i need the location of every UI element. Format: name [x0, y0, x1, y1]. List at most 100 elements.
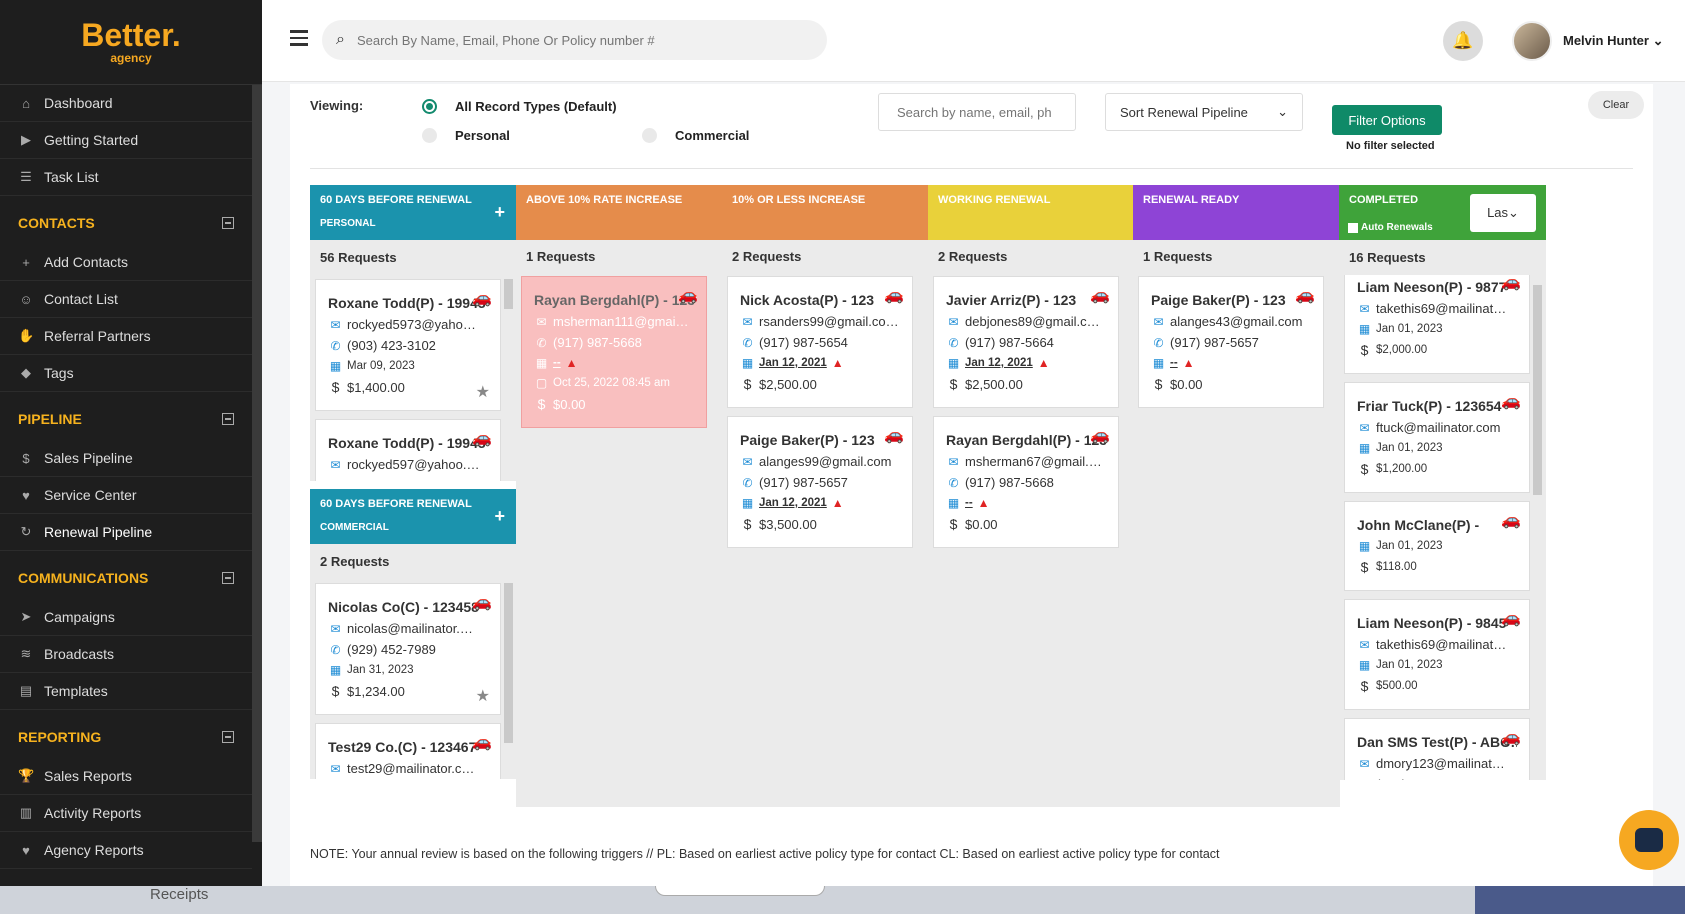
renewal-card[interactable]: 🚗 Friar Tuck(P) - 123654 ✉ ftuck@mailinator… — [1344, 382, 1530, 493]
card-contact-name[interactable]: Nick Acosta(P) - 123 — [740, 292, 875, 308]
notification-bell-icon[interactable]: 🔔 — [1443, 21, 1483, 61]
radio-commercial[interactable]: Commercial — [642, 120, 749, 150]
card-contact-name[interactable]: Paige Baker(P) - 123 — [740, 432, 875, 448]
vehicle-icon: 🚗 — [1090, 427, 1110, 444]
sidebar-item-activity-reports[interactable]: ▥ Activity Reports — [0, 795, 252, 832]
sidebar-item-contact-list[interactable]: ☺ Contact List — [0, 281, 252, 318]
collapse-icon[interactable] — [222, 413, 234, 425]
card-contact-name[interactable]: Dan SMS Test(P) - ABC… — [1357, 734, 1517, 750]
renewal-card[interactable]: 🚗 Dan SMS Test(P) - ABC… ✉ dmory123@mailina… — [1344, 718, 1530, 780]
clear-button[interactable]: Clear — [1588, 91, 1644, 119]
user-avatar[interactable] — [1512, 21, 1552, 61]
hamburger-menu-icon[interactable] — [290, 30, 308, 46]
card-contact-name[interactable]: Roxane Todd(P) - 19945 — [328, 295, 486, 311]
search-icon: ⌕ — [336, 31, 345, 48]
sidebar-item-getting-started[interactable]: ▶ Getting Started — [0, 122, 252, 159]
sidebar-scrollbar[interactable] — [252, 85, 262, 842]
add-request-icon[interactable]: + — [494, 202, 505, 222]
brand-logo[interactable]: Better. agency — [0, 0, 262, 85]
column-scrollbar[interactable] — [1533, 285, 1542, 495]
column-scrollbar[interactable] — [504, 583, 513, 743]
renewal-card[interactable]: 🚗 Paige Baker(P) - 123 ✉ alanges43@gmail.co… — [1138, 276, 1324, 408]
column-card-list: 🚗 Nick Acosta(P) - 123 ✉ rsanders99@gmail.c… — [722, 272, 929, 807]
renewal-card[interactable]: 🚗 Test29 Co.(C) - 123467 ✉ test29@mailinato… — [315, 723, 501, 779]
filter-options-button[interactable]: Filter Options — [1332, 105, 1442, 135]
sidebar-item-service-center[interactable]: ♥ Service Center — [0, 477, 252, 514]
card-contact-name[interactable]: Paige Baker(P) - 123 — [1151, 292, 1286, 308]
auto-renewals-label: Auto Renewals — [1361, 222, 1433, 233]
sidebar-section-contacts[interactable]: CONTACTS — [0, 202, 252, 244]
campaigns-icon: ➤ — [20, 609, 32, 624]
sidebar-section-communications[interactable]: COMMUNICATIONS — [0, 557, 252, 599]
column-scrollbar[interactable] — [504, 279, 513, 309]
sidebar-section-reporting[interactable]: REPORTING — [0, 716, 252, 758]
sidebar-item-templates[interactable]: ▤ Templates — [0, 673, 252, 710]
app-window: Better. agency ⌂ Dashboard ▶ Getting Starte… — [0, 0, 1685, 886]
renewal-card[interactable]: 🚗 John McClane(P) - ▦ Jan 01, 2023 $ $118.00 — [1344, 501, 1530, 591]
global-search-input[interactable] — [356, 32, 797, 48]
column-subtitle: PERSONAL — [320, 218, 376, 229]
card-contact-name[interactable]: Test29 Co.(C) - 123467 — [328, 739, 477, 755]
add-request-icon[interactable]: + — [494, 506, 505, 526]
card-contact-name[interactable]: Nicolas Co(C) - 123458 — [328, 599, 479, 615]
sidebar-item-campaigns[interactable]: ➤ Campaigns — [0, 599, 252, 636]
card-contact-name[interactable]: Roxane Todd(P) - 19945 — [328, 435, 486, 451]
filter-status: No filter selected — [1346, 140, 1435, 152]
sidebar-item-dashboard[interactable]: ⌂ Dashboard — [0, 85, 252, 122]
card-contact-name[interactable]: Liam Neeson(P) - 9845 — [1357, 615, 1507, 631]
renewal-card[interactable]: 🚗 Rayan Bergdahl(P) - 123 ✉ msherman111@gma… — [521, 276, 707, 428]
card-contact-name[interactable]: Javier Arriz(P) - 123 — [946, 292, 1077, 308]
card-email: ftuck@mailinator.com — [1376, 420, 1501, 435]
card-phone: (903) 423-3102 — [347, 338, 436, 353]
sort-dropdown[interactable]: Sort Renewal Pipeline ⌄ — [1105, 93, 1303, 131]
card-amount: $2,500.00 — [759, 376, 817, 392]
sidebar-item-tags[interactable]: ◆ Tags — [0, 355, 252, 392]
card-datetime-row: ▢ Oct 25, 2022 08:45 am — [534, 376, 694, 390]
renewal-card[interactable]: 🚗 Liam Neeson(P) - 9877 ✉ takethis69@mailin… — [1344, 275, 1530, 374]
sidebar-item-agency-reports[interactable]: ♥ Agency Reports — [0, 832, 252, 869]
sidebar-item-sales-reports[interactable]: 🏆 Sales Reports — [0, 758, 252, 795]
column-card-list: 🚗 Nicolas Co(C) - 123458 ✉ nicolas@mailinat… — [310, 579, 517, 779]
renewal-card[interactable]: 🚗 Nicolas Co(C) - 123458 ✉ nicolas@mailinat… — [315, 583, 501, 715]
renewal-card[interactable]: 🚗 Javier Arriz(P) - 123 ✉ debjones89@gmail.… — [933, 276, 1119, 408]
renewal-card[interactable]: 🚗 Roxane Todd(P) - 19945 ✉ rockyed5973@yaho… — [315, 279, 501, 411]
renewal-card[interactable]: 🚗 Rayan Bergdahl(P) - 123 ✉ msherman67@gmai… — [933, 416, 1119, 548]
auto-renewals-checkbox[interactable]: Auto Renewals — [1348, 215, 1433, 241]
sidebar-item-renewal-pipeline[interactable]: ↻ Renewal Pipeline — [0, 514, 252, 551]
add-contacts-icon: + — [22, 254, 30, 270]
sidebar-item-label: Broadcasts — [44, 646, 115, 662]
card-contact-name[interactable]: Friar Tuck(P) - 123654 — [1357, 398, 1502, 414]
card-email-row: ✉ nicolas@mailinator.… — [328, 621, 488, 636]
sidebar-item-sales-pipeline[interactable]: $ Sales Pipeline — [0, 440, 252, 477]
dollar-icon: $ — [331, 379, 340, 395]
card-contact-name[interactable]: Liam Neeson(P) - 9877 — [1357, 279, 1507, 295]
card-amount: $500.00 — [1376, 680, 1418, 692]
card-date-row: ▦ -- ▲ — [946, 496, 1106, 510]
user-name-menu[interactable]: Melvin Hunter ⌄ — [1563, 33, 1664, 48]
radio-icon — [422, 127, 437, 143]
star-icon[interactable]: ★ — [475, 384, 490, 401]
sidebar-item-referral-partners[interactable]: ✋ Referral Partners — [0, 318, 252, 355]
card-contact-name[interactable]: Rayan Bergdahl(P) - 123 — [946, 432, 1106, 448]
collapse-icon[interactable] — [222, 572, 234, 584]
card-contact-name[interactable]: Rayan Bergdahl(P) - 123 — [534, 292, 694, 308]
renewal-card[interactable]: 🚗 Liam Neeson(P) - 9845 ✉ takethis69@mailin… — [1344, 599, 1530, 710]
renewal-card[interactable]: 🚗 Roxane Todd(P) - 19945 ✉ rockyed597@yahoo… — [315, 419, 501, 481]
star-icon[interactable]: ★ — [475, 688, 490, 705]
sidebar-item-add-contacts[interactable]: + Add Contacts — [0, 244, 252, 281]
completed-range-select[interactable]: Las ⌄ — [1470, 194, 1536, 232]
chat-widget-icon[interactable] — [1619, 810, 1679, 870]
radio-all-record-types[interactable]: All Record Types (Default) — [422, 91, 617, 121]
sidebar-item-task-list[interactable]: ☰ Task List — [0, 159, 252, 196]
pipeline-search-input[interactable] — [878, 93, 1076, 131]
radio-personal[interactable]: Personal — [422, 120, 510, 150]
renewal-card[interactable]: 🚗 Paige Baker(P) - 123 ✉ alanges99@gmail.co… — [727, 416, 913, 548]
card-email-row: ✉ debjones89@gmail.c… — [946, 314, 1106, 329]
sidebar-section-pipeline[interactable]: PIPELINE — [0, 398, 252, 440]
card-email: rockyed5973@yaho… — [347, 317, 476, 332]
card-contact-name[interactable]: John McClane(P) - — [1357, 517, 1480, 533]
collapse-icon[interactable] — [222, 731, 234, 743]
renewal-card[interactable]: 🚗 Nick Acosta(P) - 123 ✉ rsanders99@gmail.c… — [727, 276, 913, 408]
sidebar-item-broadcasts[interactable]: ≋ Broadcasts — [0, 636, 252, 673]
collapse-icon[interactable] — [222, 217, 234, 229]
